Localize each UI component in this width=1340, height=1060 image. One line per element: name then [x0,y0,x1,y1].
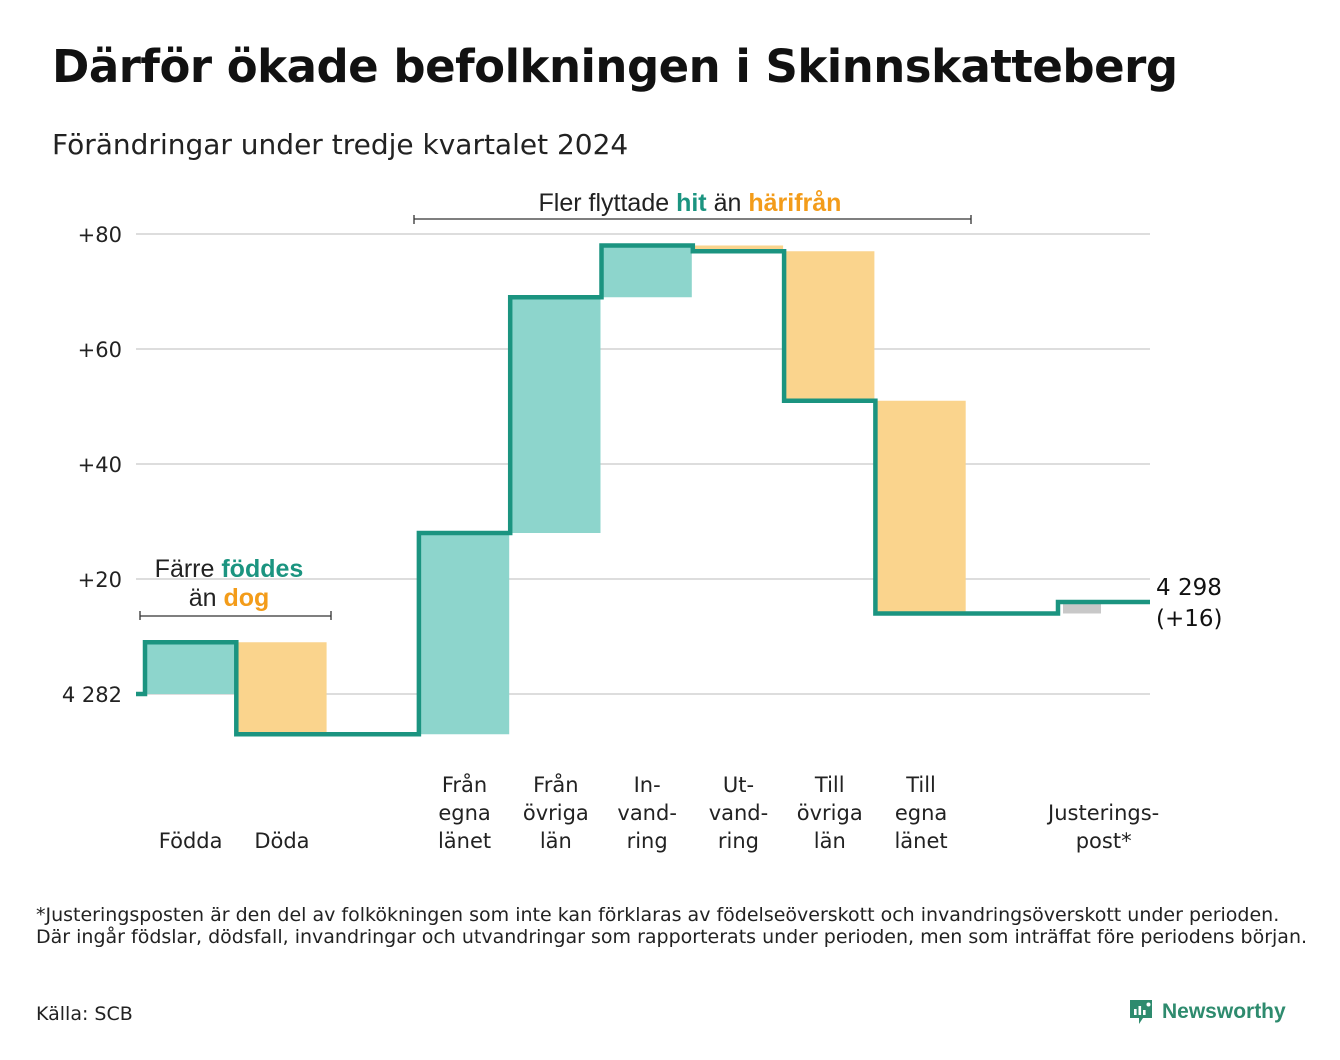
waterfall-chart: 4 282 +20 +40 +60 +80 Födda Döda Från egna länet F… [62,189,1223,853]
y-tick-label: +40 [78,453,122,477]
y-tick-label: +60 [78,338,122,362]
category-label: övriga [523,801,589,825]
source-label: Källa: SCB [36,1003,133,1025]
newsworthy-logo[interactable]: Newsworthy [1128,998,1286,1026]
chart-title: Därför ökade befolkningen i Skinnskatteb… [52,40,1178,93]
birth-annotation-line2: än dog [189,584,270,612]
category-label: ring [627,829,668,853]
category-label: vand- [709,801,769,825]
bar-increase [146,642,236,694]
category-label: Födda [159,829,223,853]
migration-annotation-word: Fler flyttade [539,189,670,217]
step-line [136,243,1150,737]
bar-adjustment [1063,602,1101,614]
category-label: egna [438,801,490,825]
bar-decrease [693,245,784,252]
category-label: övriga [797,801,863,825]
y-tick-label: +20 [78,568,122,592]
category-label: In- [634,773,661,797]
end-value-label: 4 298 [1156,575,1222,601]
category-label: post* [1076,829,1132,853]
bar-decrease [876,400,966,614]
birth-annotation-teal: föddes [221,555,303,583]
y-tick-label: +80 [78,223,122,247]
migration-annotation: Fler flyttade hit än härifrån [413,189,972,224]
bars [146,245,1101,735]
category-label: Till [905,773,936,797]
category-label: län [540,829,572,853]
bar-increase [602,245,692,298]
migration-annotation-teal: hit [676,189,707,217]
bar-increase [419,533,510,735]
category-label: Från [442,772,487,797]
newsworthy-logo-icon [1130,1000,1152,1024]
footnote: *Justeringsposten är den del av folkökni… [36,904,1308,948]
category-label: länet [438,829,491,853]
category-label: län [814,829,846,853]
newsworthy-logo-text: Newsworthy [1162,1000,1286,1023]
category-label: vand- [617,801,677,825]
birth-annotation-bracket [139,611,332,620]
birth-annotation: Färre föddes än dog [139,555,332,620]
category-label: ring [718,829,759,853]
birth-annotation-word: Färre [155,555,215,583]
y-tick-label: 4 282 [62,683,122,707]
category-label: egna [895,801,947,825]
category-label: Justerings- [1046,801,1159,825]
migration-annotation-orange: härifrån [748,189,841,217]
migration-annotation-text: Fler flyttade hit än härifrån [539,189,842,217]
axis-labels: 4 282 +20 +40 +60 +80 Födda Döda Från egna länet F… [62,223,1159,853]
grid-lines [136,233,1150,695]
bar-decrease [237,642,327,735]
bar-increase [511,297,601,533]
bar-decrease [785,251,875,401]
migration-annotation-word: än [714,189,742,217]
birth-annotation-line1: Färre föddes [155,555,304,583]
category-label: Döda [254,829,309,853]
category-label: Från [533,772,578,797]
birth-annotation-orange: dog [223,584,269,612]
migration-annotation-bracket [413,215,972,224]
category-label: länet [894,829,947,853]
chart-subtitle: Förändringar under tredje kvartalet 2024 [52,128,629,161]
category-label: Till [814,773,845,797]
cumulative-step-line [136,243,1150,737]
end-change-label: (+16) [1156,606,1222,632]
category-label: Ut- [723,773,754,797]
birth-annotation-word: än [189,584,217,612]
